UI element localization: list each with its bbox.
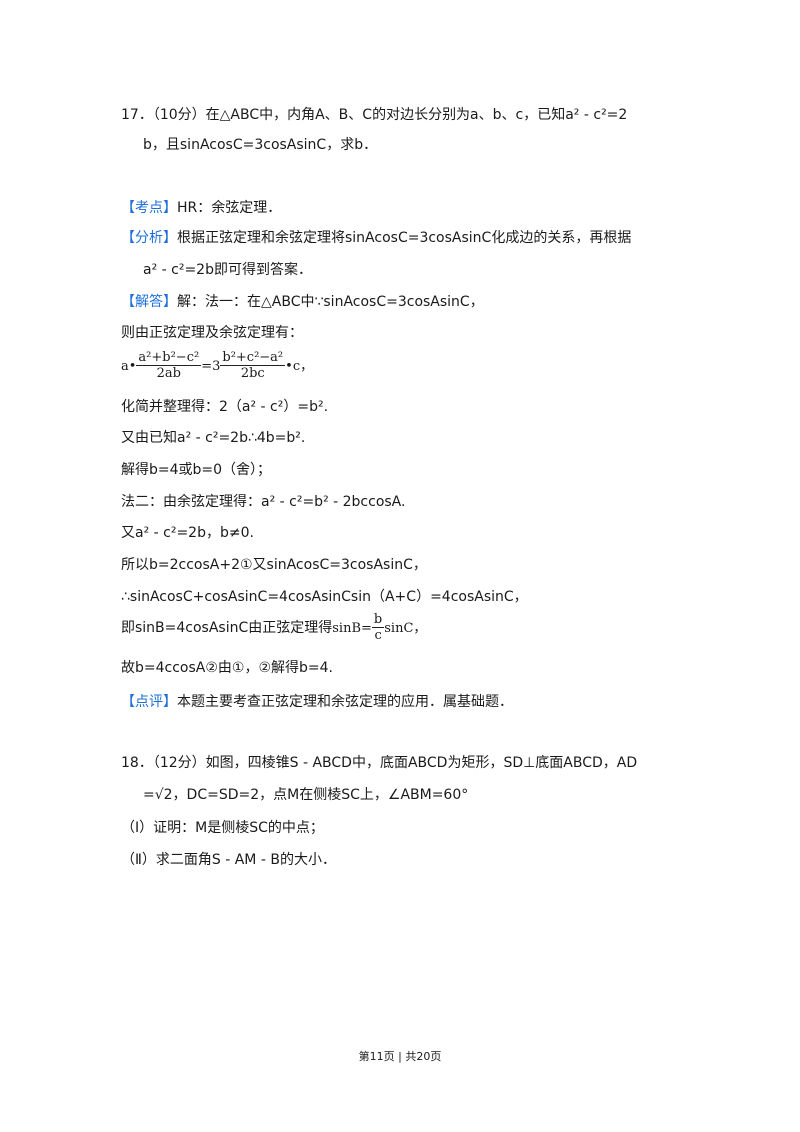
jieda-l12: 故b=4ccosA②由①，②解得b=4.	[121, 660, 333, 676]
formula-tail: •c，	[285, 359, 314, 374]
jieda-tag: 【解答】	[121, 294, 177, 310]
jieda-l11-text: 即sinB=4cosAsinC由正弦定理得	[121, 620, 333, 636]
fenxi-tag: 【分析】	[121, 230, 177, 246]
fraction-3-num: b	[371, 612, 385, 628]
fraction-1-num: a²+b²−c²	[136, 350, 202, 366]
jieda: 【解答】解：法一：在△ABC中∵sinAcosC=3cosAsinC，	[121, 292, 484, 312]
q18-line1: 18．（12分）如图，四棱锥S - ABCD中，底面ABCD为矩形，SD⊥底面A…	[121, 755, 638, 771]
formula-a: a•	[121, 359, 137, 374]
jieda-l11: 即sinB=4cosAsinC由正弦定理得sinB= b c sinC，	[121, 612, 426, 644]
fraction-2: b²+c²−a² 2bc	[220, 350, 286, 382]
page-footer: 第11页 | 共20页	[358, 1050, 442, 1063]
dianping-tag: 【点评】	[121, 694, 177, 710]
fraction-2-num: b²+c²−a²	[220, 350, 286, 366]
jieda-l8: 又a² - c²=2b，b≠0.	[121, 525, 254, 541]
formula-2-lhs: sinB=	[332, 621, 372, 636]
jieda-text: 解：法一：在△ABC中∵sinAcosC=3cosAsinC，	[177, 294, 484, 310]
fraction-1: a²+b²−c² 2ab	[136, 350, 202, 382]
formula-2-rhs: sinC，	[384, 621, 427, 636]
fenxi-text2: a² - c²=2b即可得到答案．	[143, 262, 312, 278]
q18-part2: （Ⅱ）求二面角S - AM - B的大小．	[121, 852, 336, 868]
dianping-text: 本题主要考查正弦定理和余弦定理的应用．属基础题．	[177, 694, 513, 710]
jieda-l4: 化简并整理得：2（a² - c²）=b².	[121, 399, 329, 415]
fenxi: 【分析】根据正弦定理和余弦定理将sinAcosC=3cosAsinC化成边的关系…	[121, 228, 631, 248]
q18-line2: =√2，DC=SD=2，点M在侧棱SC上，∠ABM=60°	[143, 787, 469, 803]
dianping: 【点评】本题主要考查正弦定理和余弦定理的应用．属基础题．	[121, 692, 513, 712]
formula-eq: =3	[201, 359, 221, 374]
q17-line1: 17．（10分）在△ABC中，内角A、B、C的对边长分别为a、b、c，已知a² …	[121, 107, 628, 123]
jieda-l6: 解得b=4或b=0（舍）；	[121, 462, 272, 478]
fraction-2-den: 2bc	[240, 366, 265, 381]
jieda-l9: 所以b=2ccosA+2①又sinAcosC=3cosAsinC，	[121, 557, 427, 573]
kaodian: 【考点】HR：余弦定理．	[121, 198, 281, 218]
fraction-3-den: c	[374, 628, 382, 643]
kaodian-tag: 【考点】	[121, 200, 177, 216]
jieda-l2: 则由正弦定理及余弦定理有：	[121, 325, 303, 341]
formula-1: a• a²+b²−c² 2ab =3 b²+c²−a² 2bc •c，	[121, 350, 313, 382]
jieda-l10: ∴sinAcosC+cosAsinC=4cosAsinCsin（A+C）=4co…	[121, 589, 528, 605]
kaodian-text: HR：余弦定理．	[177, 200, 282, 216]
fraction-1-den: 2ab	[156, 366, 181, 381]
fenxi-text: 根据正弦定理和余弦定理将sinAcosC=3cosAsinC化成边的关系，再根据	[177, 230, 632, 246]
q18-part1: （I）证明：M是侧棱SC的中点；	[121, 820, 324, 836]
q17-line2: b，且sinAcosC=3cosAsinC，求b．	[143, 137, 378, 153]
jieda-l7: 法二：由余弦定理得：a² - c²=b² - 2bccosA.	[121, 494, 406, 510]
jieda-l5: 又由已知a² - c²=2b∴4b=b².	[121, 430, 306, 446]
